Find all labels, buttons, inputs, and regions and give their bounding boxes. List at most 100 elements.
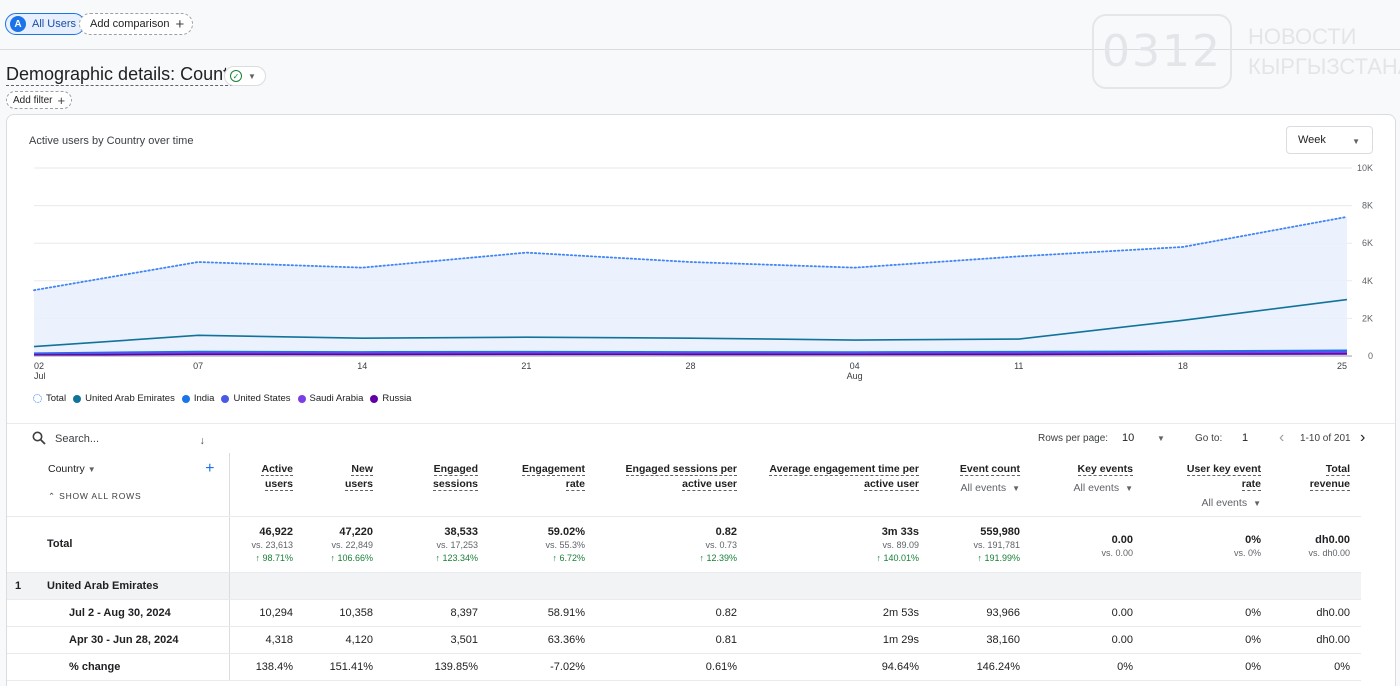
show-all-rows-button[interactable]: ⌃ SHOW ALL ROWS [48, 491, 142, 501]
column-header[interactable]: Engagement rate [489, 453, 596, 517]
table-cell: 138.4% [229, 653, 304, 681]
goto-page-input[interactable]: 1 [1242, 432, 1249, 444]
chart-title: Active users by Country over time [29, 135, 194, 147]
legend-item[interactable]: Total [33, 393, 66, 404]
legend-label: Russia [382, 393, 412, 404]
total-area [34, 216, 1347, 356]
chevron-left-icon[interactable]: ‹ [1279, 429, 1285, 446]
x-tick-label: 25 [1337, 361, 1347, 371]
column-header[interactable]: Key events All events ▼ [1031, 453, 1144, 517]
total-value: 0% [1245, 533, 1261, 546]
x-tick-label: 18 [1178, 361, 1188, 371]
plus-icon: + [175, 15, 185, 33]
total-cell: 59.02% vs. 55.3% ↑ 6.72% [489, 516, 596, 573]
column-header[interactable]: Engaged sessions [384, 453, 489, 517]
total-cell: dh0.00 vs. dh0.00 [1272, 516, 1361, 573]
chevron-down-icon[interactable]: ▼ [1157, 434, 1165, 443]
event-filter-select[interactable]: All events ▼ [930, 482, 1020, 494]
column-header[interactable]: User key event rate All events ▼ [1144, 453, 1272, 517]
table-cell: 0.00 [1031, 626, 1144, 654]
total-change: ↑ 123.34% [435, 552, 478, 563]
legend-dot-icon [33, 394, 42, 403]
series-line-india [33, 349, 1348, 354]
x-tick-label: 21 [521, 361, 531, 371]
rows-per-page-select[interactable]: 10 [1122, 432, 1135, 444]
y-tick-label: 10K [1357, 163, 1373, 173]
table-row[interactable]: Apr 30 - Jun 28, 2024 4,318 4,120 3,501 63.3… [7, 626, 1361, 654]
total-cell: 0.82 vs. 0.73 ↑ 12.39% [596, 516, 748, 573]
search-input[interactable] [55, 430, 255, 448]
total-value: 0.82 [715, 525, 737, 538]
table-cell: dh0.00 [1272, 626, 1361, 654]
table-cell: -7.02% [489, 653, 596, 681]
add-comparison-label: Add comparison [90, 18, 170, 30]
event-filter-select[interactable]: All events ▼ [1144, 497, 1261, 509]
legend-dot-icon [73, 394, 82, 403]
add-filter-label: Add filter [13, 94, 53, 106]
table-cell: 0.61% [596, 653, 748, 681]
table-row[interactable]: % change 138.4% 151.41% 139.85% -7.02% 0.61% 9… [7, 653, 1361, 681]
total-cell: 46,922 vs. 23,613 ↑ 98.71% [229, 516, 304, 573]
total-label: Total [7, 516, 230, 573]
legend-label: United States [233, 393, 291, 404]
column-header[interactable]: New users [304, 453, 384, 517]
table-cell: 0.00 [1031, 599, 1144, 627]
legend-label: Total [46, 393, 67, 404]
table-cell: 0.82 [596, 599, 748, 627]
legend-dot-icon [370, 394, 379, 403]
legend-item[interactable]: United Arab Emirates [73, 393, 175, 404]
report-status-button[interactable]: ✓ ▼ [224, 66, 266, 86]
chevron-right-icon[interactable]: › [1360, 429, 1366, 446]
sort-arrow-icon[interactable]: ↓ [199, 435, 205, 447]
column-label: rate [1241, 478, 1261, 491]
table-cell: 151.41% [304, 653, 384, 681]
column-label: revenue [1309, 478, 1350, 491]
legend-dot-icon [297, 394, 306, 403]
column-header[interactable]: Event count All events ▼ [930, 453, 1031, 517]
series-line-total [33, 215, 1348, 292]
y-tick-label: 6K [1362, 238, 1373, 248]
event-filter-select[interactable]: All events ▼ [1031, 482, 1133, 494]
legend-item[interactable]: Saudi Arabia [297, 393, 363, 404]
table-cell: 4,120 [304, 626, 384, 654]
column-header[interactable]: Total revenue [1272, 453, 1361, 517]
legend-item[interactable]: Russia [370, 393, 411, 404]
dimension-select[interactable]: Country ▼ [48, 463, 96, 475]
add-dimension-icon[interactable]: + [205, 460, 215, 477]
total-comparison: vs. 17,253 [436, 539, 478, 550]
total-value: dh0.00 [1315, 533, 1350, 546]
table-cell: 139.85% [384, 653, 489, 681]
total-comparison: vs. 191,781 [973, 539, 1020, 550]
add-filter-button[interactable]: Add filter + [6, 91, 73, 109]
column-label: Key events [1077, 463, 1133, 476]
table-cell: 58.91% [489, 599, 596, 627]
column-label: sessions [433, 478, 478, 491]
table-cell: 38,160 [930, 626, 1031, 654]
event-filter-label: All events [960, 482, 1007, 494]
table-cell: 0% [1144, 653, 1272, 681]
page-title[interactable]: Demographic details: Country [6, 64, 244, 86]
table-header-row: Country ▼ + ⌃ SHOW ALL ROWS ↓ Active users… [7, 435, 1361, 517]
table-cell: 1m 29s [748, 626, 930, 654]
legend-item[interactable]: United States [221, 393, 291, 404]
column-header[interactable]: Engaged sessions per active user [596, 453, 748, 517]
table-row[interactable]: Jul 2 - Aug 30, 2024 10,294 10,358 8,397 58.… [7, 599, 1361, 627]
legend-label: United Arab Emirates [85, 393, 175, 404]
total-comparison: vs. 0.00 [1101, 547, 1133, 558]
country-name[interactable]: United Arab Emirates [29, 572, 230, 600]
legend-item[interactable]: India [181, 393, 214, 404]
series-line-united-arab-emirates [33, 298, 1348, 348]
x-tick-label: 28 [685, 361, 695, 371]
segment-chip-all-users[interactable]: A All Users [5, 13, 86, 35]
table-cell: 0% [1144, 626, 1272, 654]
granularity-select[interactable]: Week ▼ [1286, 126, 1373, 154]
group-row[interactable]: 1 United Arab Emirates [7, 572, 1361, 600]
total-change: ↑ 98.71% [255, 552, 293, 563]
chevron-down-icon: ▼ [248, 71, 256, 81]
column-header[interactable]: Average engagement time per active user [748, 453, 930, 517]
add-comparison-button[interactable]: Add comparison + [79, 13, 194, 35]
column-header[interactable]: ↓ Active users [199, 435, 304, 517]
total-cell: 0% vs. 0% [1144, 516, 1272, 573]
total-change: ↑ 12.39% [699, 552, 737, 563]
